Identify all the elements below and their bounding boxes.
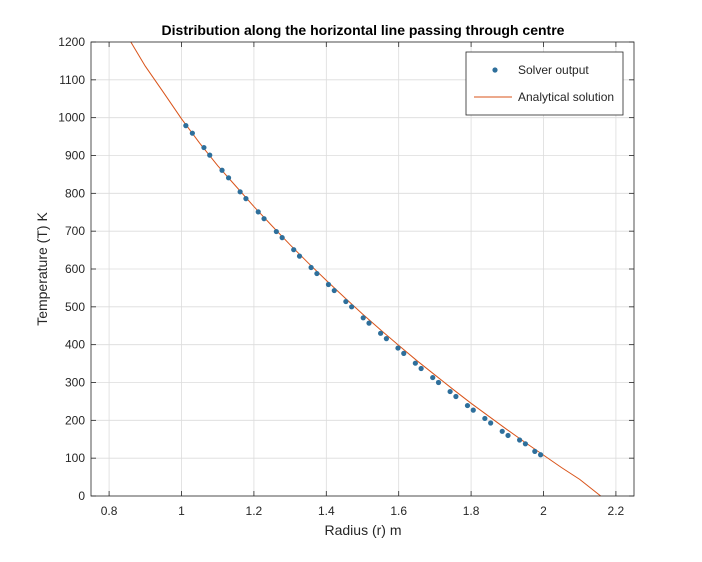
solver-output-point [237,189,243,195]
solver-output-point [538,452,544,458]
solver-output-point [470,407,476,413]
legend: Solver output Analytical solution [465,51,624,116]
solver-output-point [207,152,213,158]
solver-output-point [418,365,424,372]
x-tick-label: 0.8 [101,504,118,518]
x-tick-label: 2 [540,504,547,518]
solver-output-point [273,228,279,235]
solver-output-point [349,304,355,310]
solver-output-point [412,360,418,366]
solver-output-point [255,209,261,215]
x-tick-label: 1.8 [463,504,480,518]
y-axis-ticks: 0 100 200 300 400 500 600 700 800 900 1000 1100 1200 [58,35,634,503]
solver-output-point [488,420,494,426]
x-axis-label: Radius (r) m [324,522,401,538]
solver-output-point [343,298,349,305]
solver-output-point [464,402,471,409]
solver-output-point [279,235,285,241]
legend-label-analytical-solution: Analytical solution [518,90,614,104]
chart-title: Distribution along the horizontal line p… [162,22,565,38]
solver-output-point [225,175,232,181]
solver-output-point [308,264,314,271]
solver-output-point [453,393,459,400]
solver-output-point [314,270,320,277]
solver-output-point [325,281,332,288]
solver-output-point [296,253,303,259]
y-tick-label: 200 [65,413,85,427]
y-tick-label: 400 [65,338,85,352]
y-axis-label: Temperature (T) K [34,212,50,326]
x-tick-label: 1.4 [318,504,335,518]
solver-output-point [378,330,384,336]
solver-output-point [183,123,189,129]
solver-output-point [430,374,436,381]
legend-label-solver-output: Solver output [518,63,589,77]
solver-output-point [383,336,389,342]
y-tick-label: 500 [65,300,85,314]
legend-marker-solver-output [492,67,498,73]
y-tick-label: 1000 [58,111,85,125]
y-tick-label: 900 [65,149,85,163]
x-tick-label: 1.2 [246,504,263,518]
solver-output-point [522,441,529,447]
y-tick-label: 1100 [59,73,85,87]
x-tick-label: 2.2 [608,504,625,518]
y-tick-label: 300 [65,376,85,390]
y-tick-label: 100 [65,451,85,465]
solver-output-point [499,428,505,434]
solver-output-point [532,448,538,454]
solver-output-point [401,350,407,356]
solver-output-point [219,167,225,173]
x-tick-label: 1 [178,504,185,518]
solver-output-point [447,388,453,395]
legend-box [465,51,624,116]
solver-output-point [331,287,337,294]
series-solver-output [183,123,544,458]
solver-output-point [261,216,267,222]
y-tick-label: 1200 [58,35,85,49]
x-axis-ticks: 0.8 1 1.2 1.4 1.6 1.8 2 2.2 [101,42,625,518]
solver-output-point [189,130,195,136]
solver-output-point [201,144,207,151]
solver-output-point [482,415,488,422]
solver-output-point [366,320,372,326]
solver-output-point [517,437,523,443]
solver-output-point [435,379,442,386]
solver-output-point [291,247,297,253]
solver-output-point [243,196,249,202]
plot-area [130,42,602,496]
y-tick-label: 800 [65,186,85,200]
y-tick-label: 700 [65,224,85,238]
solver-output-point [505,432,511,439]
x-tick-label: 1.6 [390,504,407,518]
y-tick-label: 0 [78,489,85,503]
solver-output-point [395,345,401,351]
solver-output-point [360,315,366,321]
y-tick-label: 600 [65,262,85,276]
